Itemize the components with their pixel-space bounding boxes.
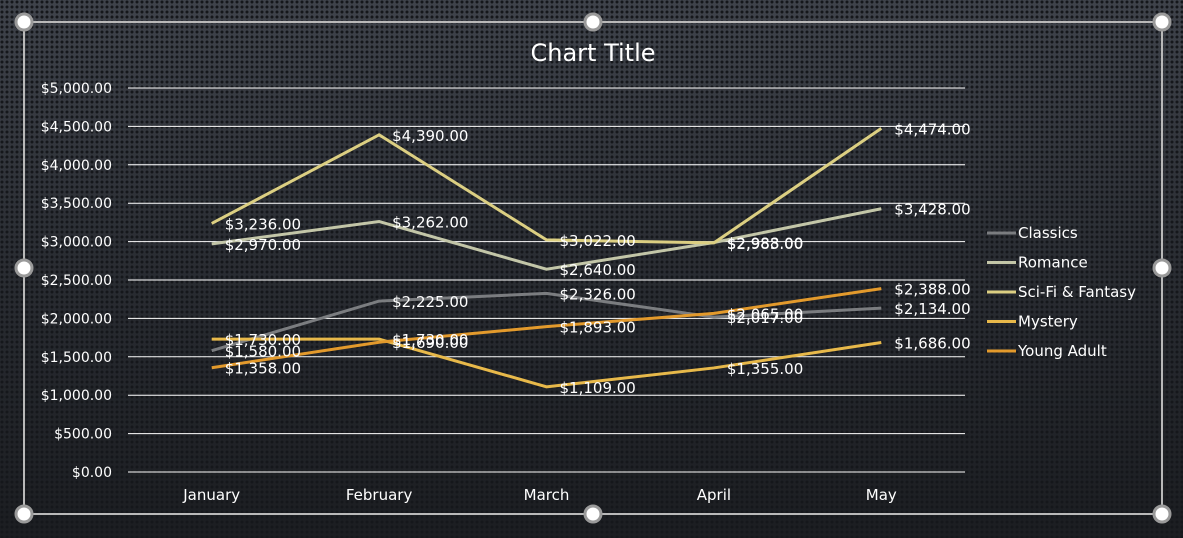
- resize-handle-bottom-right[interactable]: [1152, 504, 1172, 524]
- data-label: $1,690.00: [392, 334, 468, 352]
- y-tick-label: $4,500.00: [41, 119, 112, 135]
- resize-handle-top-right[interactable]: [1152, 12, 1172, 32]
- y-tick-label: $1,000.00: [41, 388, 112, 404]
- x-tick-label: February: [346, 486, 413, 504]
- resize-handle-bottom[interactable]: [583, 504, 603, 524]
- y-tick-label: $500.00: [54, 427, 112, 443]
- data-label: $2,134.00: [894, 300, 970, 318]
- legend-label: Young Adult: [1017, 342, 1107, 360]
- resize-handle-left[interactable]: [14, 258, 34, 278]
- selection-frame[interactable]: [14, 12, 1172, 524]
- data-labels: $1,580.00 $2,225.00 $2,326.00 $2,017.00 $2,1…: [225, 120, 971, 396]
- x-tick-label: March: [524, 486, 570, 504]
- data-label: $1,358.00: [225, 360, 301, 378]
- y-tick-label: $0.00: [72, 465, 112, 481]
- legend-item[interactable]: Sci-Fi & Fantasy: [987, 283, 1136, 301]
- series-line-mystery[interactable]: [211, 337, 882, 389]
- data-label: $4,474.00: [894, 120, 970, 138]
- resize-handle-top[interactable]: [583, 12, 603, 32]
- data-label: $2,017.00: [727, 309, 803, 327]
- data-label: $3,236.00: [225, 215, 301, 233]
- series-line-sci-fi-fantasy[interactable]: [210, 127, 883, 245]
- y-tick-label: $3,500.00: [41, 196, 112, 212]
- data-label: $2,225.00: [392, 293, 468, 311]
- y-tick-label: $4,000.00: [41, 158, 112, 174]
- gridlines: [128, 87, 965, 473]
- x-tick-label: April: [697, 486, 731, 504]
- resize-handle-bottom-left[interactable]: [14, 504, 34, 524]
- legend-label: Mystery: [1018, 313, 1078, 331]
- y-tick-label: $2,500.00: [41, 273, 112, 289]
- data-label: $2,983.00: [727, 235, 803, 253]
- data-label: $3,262.00: [392, 213, 468, 231]
- legend-item[interactable]: Mystery: [987, 313, 1078, 331]
- series-lines[interactable]: [210, 127, 883, 389]
- legend-item[interactable]: Classics: [987, 224, 1078, 242]
- data-label: $1,109.00: [560, 379, 636, 397]
- y-tick-label: $5,000.00: [41, 81, 112, 97]
- data-label: $3,428.00: [894, 201, 970, 219]
- data-label: $2,326.00: [560, 285, 636, 303]
- legend-label: Romance: [1018, 254, 1088, 272]
- legend[interactable]: Classics Romance Sci-Fi & Fantasy Mystery Yo…: [987, 224, 1136, 360]
- chart-title[interactable]: Chart Title: [530, 39, 655, 67]
- legend-label: Sci-Fi & Fantasy: [1018, 283, 1136, 301]
- y-tick-label: $2,000.00: [41, 311, 112, 327]
- y-tick-label: $1,500.00: [41, 350, 112, 366]
- x-tick-label: May: [866, 486, 897, 504]
- data-label: $1,730.00: [392, 331, 468, 349]
- data-label: $4,390.00: [392, 127, 468, 145]
- data-label: $2,970.00: [225, 236, 301, 254]
- series-line-classics[interactable]: [211, 291, 882, 353]
- y-tick-label: $3,000.00: [41, 235, 112, 251]
- series-line-romance[interactable]: [211, 207, 882, 271]
- data-label: $2,988.00: [727, 235, 803, 253]
- legend-item[interactable]: Romance: [987, 254, 1088, 272]
- x-tick-label: January: [182, 486, 240, 504]
- data-label: $2,388.00: [894, 281, 970, 299]
- data-label: $1,580.00: [225, 343, 301, 361]
- data-label: $1,893.00: [560, 319, 636, 337]
- data-label: $1,730.00: [225, 331, 301, 349]
- y-axis: $0.00 $500.00 $1,000.00 $1,500.00 $2,000.00 $…: [41, 81, 112, 481]
- data-label: $1,355.00: [727, 360, 803, 378]
- data-label: $2,640.00: [560, 261, 636, 279]
- x-axis: January February March April May: [182, 486, 897, 504]
- series-line-young-adult[interactable]: [211, 287, 882, 370]
- data-label: $2,065.00: [727, 305, 803, 323]
- resize-handle-top-left[interactable]: [14, 12, 34, 32]
- resize-handle-right[interactable]: [1152, 258, 1172, 278]
- legend-item[interactable]: Young Adult: [987, 342, 1107, 360]
- legend-label: Classics: [1018, 224, 1078, 242]
- data-label: $3,022.00: [560, 232, 636, 250]
- data-label: $1,686.00: [894, 335, 970, 353]
